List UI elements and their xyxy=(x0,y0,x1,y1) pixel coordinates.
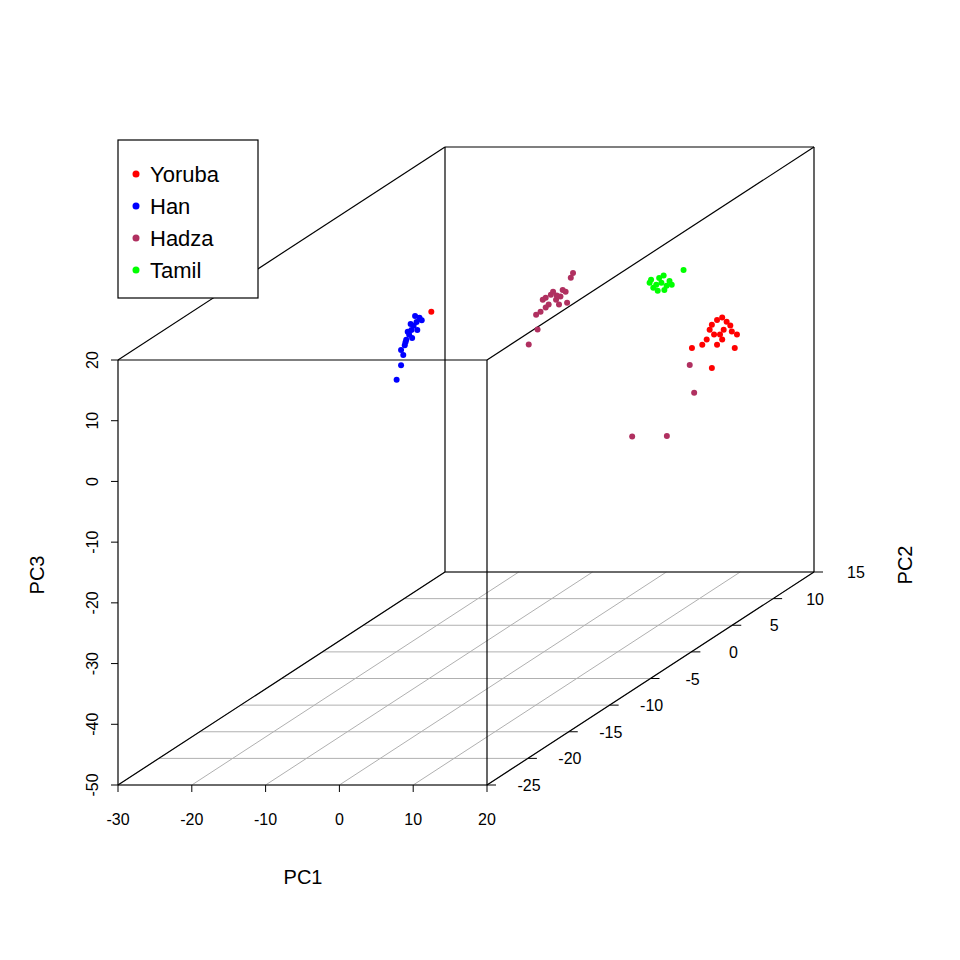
svg-text:10: 10 xyxy=(404,811,422,828)
svg-text:-10: -10 xyxy=(254,811,277,828)
svg-text:0: 0 xyxy=(729,644,738,661)
svg-text:15: 15 xyxy=(847,564,865,581)
svg-text:Tamil: Tamil xyxy=(150,258,201,283)
svg-text:Hadza: Hadza xyxy=(150,226,214,251)
svg-text:PC2: PC2 xyxy=(894,546,916,585)
svg-text:Han: Han xyxy=(150,194,190,219)
svg-text:-20: -20 xyxy=(84,591,101,614)
svg-text:-10: -10 xyxy=(84,530,101,553)
svg-text:-40: -40 xyxy=(84,713,101,736)
svg-text:10: 10 xyxy=(84,412,101,430)
svg-text:-10: -10 xyxy=(640,697,663,714)
svg-text:20: 20 xyxy=(84,351,101,369)
svg-text:PC3: PC3 xyxy=(26,556,48,595)
svg-text:-25: -25 xyxy=(517,777,540,794)
svg-text:-20: -20 xyxy=(180,811,203,828)
svg-text:-20: -20 xyxy=(558,750,581,767)
svg-text:-5: -5 xyxy=(685,671,699,688)
svg-text:Yoruba: Yoruba xyxy=(150,162,220,187)
svg-text:PC1: PC1 xyxy=(284,866,323,888)
svg-text:-50: -50 xyxy=(84,773,101,796)
svg-text:0: 0 xyxy=(335,811,344,828)
svg-text:-15: -15 xyxy=(599,724,622,741)
svg-text:0: 0 xyxy=(84,477,101,486)
svg-text:-30: -30 xyxy=(106,811,129,828)
svg-text:5: 5 xyxy=(770,617,779,634)
svg-text:-30: -30 xyxy=(84,652,101,675)
svg-text:10: 10 xyxy=(806,591,824,608)
svg-text:20: 20 xyxy=(478,811,496,828)
